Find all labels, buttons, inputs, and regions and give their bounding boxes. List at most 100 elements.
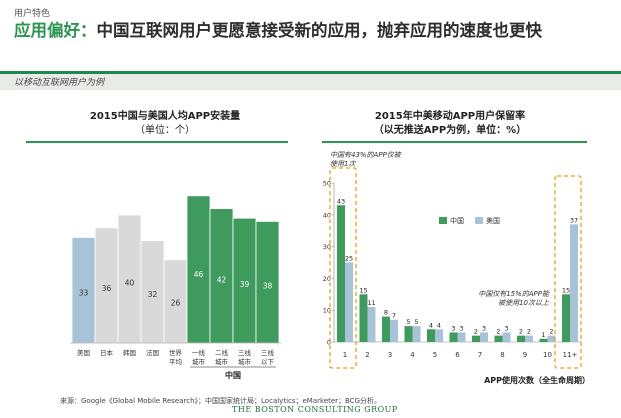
- right-x-tick-label: 4: [410, 351, 415, 359]
- us-value-label: 4: [437, 321, 441, 329]
- bcg-logo: THE BOSTON CONSULTING GROUP: [232, 405, 398, 414]
- china-bar-11+: [562, 294, 570, 342]
- china-bar-5: [427, 329, 435, 342]
- us-bar-10: [547, 335, 556, 342]
- us-bar-7: [480, 332, 488, 342]
- right-chart-unit: （以无推送APP为例，单位：%）: [373, 125, 527, 136]
- china-value-label: 4: [429, 321, 433, 329]
- left-x-tick-label: 世界: [169, 348, 183, 357]
- china-bar-3: [382, 316, 390, 342]
- title-divider: [0, 71, 621, 74]
- legend-label-china: 中国: [450, 216, 464, 225]
- left-x-tick-label: 韩国: [123, 348, 136, 357]
- us-value-label: 3: [482, 324, 486, 332]
- china-value-label: 15: [359, 286, 367, 294]
- us-bar-2: [367, 307, 376, 342]
- us-value-label: 3: [504, 324, 508, 332]
- left-bar-value: 36: [102, 284, 112, 293]
- left-x-tick-label: 二线: [215, 348, 229, 357]
- right-y-tick-label: 20: [323, 275, 331, 283]
- us-value-label: 25: [345, 255, 353, 263]
- left-bar-value: 42: [217, 276, 227, 285]
- left-bar-value: 32: [148, 290, 158, 299]
- right-x-tick-label: 5: [433, 351, 437, 359]
- left-bar-value: 39: [240, 280, 250, 289]
- us-bar-5: [435, 329, 443, 342]
- right-x-tick-label: 10: [543, 351, 552, 359]
- us-bar-9: [525, 335, 533, 342]
- china-value-label: 15: [562, 286, 570, 294]
- subtitle-bar: [0, 74, 621, 90]
- us-value-label: 37: [570, 216, 578, 224]
- left-bar-value: 46: [194, 270, 204, 279]
- us-value-label: 2: [549, 328, 553, 336]
- title-rest: 中国互联网用户更愿意接受新的应用，抛弃应用的速度也更快: [96, 21, 543, 40]
- us-bar-4: [412, 326, 421, 342]
- china-value-label: 1: [541, 331, 545, 339]
- left-x-tick-label: 法国: [146, 348, 159, 357]
- left-x-tick-label: 日本: [100, 348, 114, 357]
- china-bar-4: [404, 326, 413, 342]
- right-y-tick-label: 40: [323, 211, 331, 219]
- legend-swatch-china: [439, 217, 447, 224]
- right-x-tick-label: 7: [478, 351, 482, 359]
- left-x-tick-label: 三线: [261, 348, 275, 357]
- us-bar-11+: [570, 224, 578, 342]
- group-label-china: 中国: [225, 370, 241, 380]
- china-value-label: 3: [451, 324, 455, 332]
- china-bar-6: [449, 332, 458, 342]
- page-subtitle: 以移动互联网用户为例: [14, 78, 105, 88]
- us-value-label: 2: [527, 328, 531, 336]
- china-value-label: 2: [496, 328, 500, 336]
- source-note: 来源：Google《Global Mobile Research》；中国国家统计…: [60, 397, 382, 405]
- left-chart-unit: （单位：个）: [135, 125, 195, 136]
- annotation-1-line2: 使用1次: [330, 160, 356, 168]
- left-chart-title: 2015中国与美国人均APP安装量: [89, 111, 241, 122]
- right-x-tick-label: 6: [455, 351, 460, 359]
- left-x-tick-label: 三线: [238, 348, 252, 357]
- china-bar-2: [359, 294, 368, 342]
- right-y-tick-label: 50: [323, 180, 331, 188]
- legend-label-us: 美国: [486, 216, 500, 225]
- highlight-box-11plus: [554, 175, 582, 369]
- left-x-tick-label: 以下: [261, 358, 275, 366]
- left-bar-value: 26: [171, 299, 181, 308]
- left-bar-value: 40: [125, 278, 135, 287]
- left-x-tick-label: 平均: [169, 357, 183, 366]
- right-chart-title: 2015年中美移动APP用户保留率: [374, 111, 526, 122]
- right-chart-title-rule: [322, 141, 587, 143]
- us-bar-6: [457, 332, 466, 342]
- china-value-label: 2: [474, 328, 478, 336]
- china-value-label: 2: [519, 328, 523, 336]
- left-x-tick-label: 美国: [77, 348, 90, 357]
- section-kicker: 用户特色: [14, 9, 51, 19]
- highlight-box-1: [329, 167, 357, 369]
- us-bar-3: [390, 319, 398, 342]
- right-x-tick-label: 8: [500, 351, 504, 359]
- left-x-tick-label: 城市: [238, 357, 252, 366]
- china-bar-8: [494, 335, 503, 342]
- us-value-label: 5: [414, 318, 418, 326]
- left-x-tick-label: 城市: [192, 357, 206, 366]
- annotation-1-line1: 中国有43%的APP仅被: [330, 151, 402, 159]
- left-x-tick-label: 城市: [215, 357, 229, 366]
- right-x-tick-label: 3: [388, 351, 392, 359]
- right-x-tick-label: 11+: [563, 351, 578, 359]
- page-title: 应用偏好：中国互联网用户更愿意接受新的应用，抛弃应用的速度也更快: [14, 20, 604, 42]
- us-value-label: 11: [367, 299, 375, 307]
- left-bar-value: 38: [263, 281, 273, 290]
- us-value-label: 3: [459, 324, 463, 332]
- china-bar-9: [517, 335, 525, 342]
- china-bar-10: [539, 338, 548, 342]
- china-value-label: 43: [337, 197, 345, 205]
- annotation-2-line2: 被使用10次以上: [498, 299, 550, 307]
- right-x-axis-title: APP使用次数（全生命周期）: [484, 375, 590, 385]
- china-bar-7: [472, 335, 480, 342]
- left-x-tick-label: 一线: [192, 348, 206, 357]
- us-value-label: 7: [392, 312, 396, 320]
- right-y-tick-label: 10: [323, 307, 331, 315]
- china-bar-1: [337, 205, 345, 342]
